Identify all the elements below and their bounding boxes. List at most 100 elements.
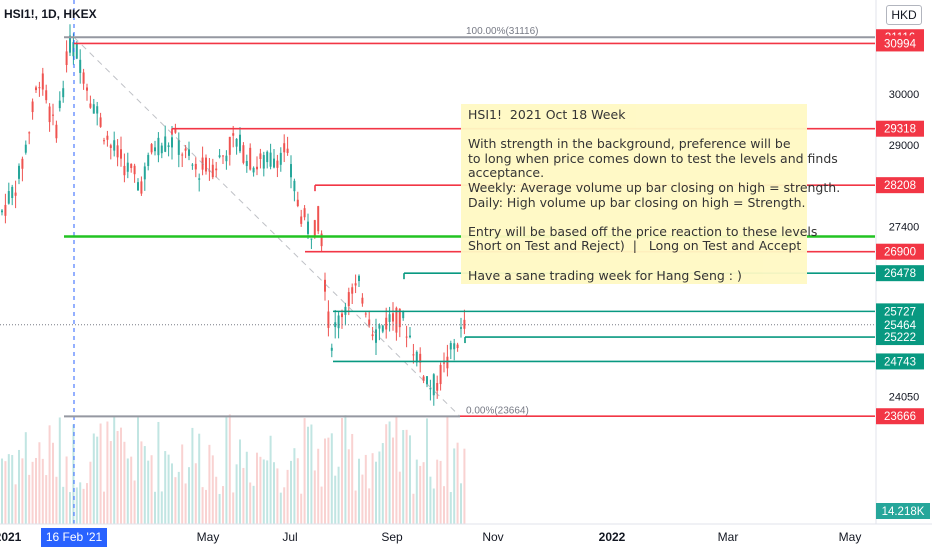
currency-badge[interactable]: HKD bbox=[886, 5, 922, 25]
note-line: Entry will be based off the price reacti… bbox=[468, 223, 818, 239]
volume-bar bbox=[120, 427, 122, 524]
volume-bar bbox=[62, 486, 65, 524]
volume-bar bbox=[337, 466, 340, 524]
volume-bar bbox=[412, 493, 415, 524]
volume-bar bbox=[52, 442, 54, 524]
candle-body bbox=[188, 149, 190, 156]
volume-bar bbox=[273, 462, 275, 524]
volume-bar bbox=[422, 462, 425, 524]
candle-body bbox=[106, 135, 109, 140]
volume-bar bbox=[296, 458, 299, 524]
candle-body bbox=[239, 134, 241, 152]
candle-body bbox=[313, 220, 316, 237]
candle-body bbox=[368, 319, 371, 326]
candle-body bbox=[184, 148, 187, 151]
volume-bar bbox=[198, 433, 201, 524]
volume-bar bbox=[18, 449, 20, 524]
crosshair-date-label: 16 Feb '21 bbox=[41, 528, 107, 547]
candle-body bbox=[48, 106, 51, 123]
y-tick-label: 27400 bbox=[889, 221, 920, 233]
candle-body bbox=[378, 325, 381, 329]
volume-bar bbox=[378, 451, 381, 524]
candle-body bbox=[14, 192, 17, 196]
candle-body bbox=[194, 163, 197, 170]
candle-body bbox=[133, 165, 136, 175]
x-tick-label: May bbox=[197, 530, 220, 544]
volume-bar bbox=[208, 444, 211, 524]
volume-bar bbox=[313, 470, 316, 524]
candle-body bbox=[147, 154, 150, 166]
candle-body bbox=[371, 334, 374, 337]
fib-0-label: 0.00%(23664) bbox=[466, 405, 529, 416]
volume-bar bbox=[290, 460, 292, 524]
volume-bar bbox=[283, 487, 286, 524]
volume-bar bbox=[11, 455, 14, 524]
candle-body bbox=[113, 140, 116, 151]
price-tag-label: 30994 bbox=[884, 38, 917, 50]
candle-body bbox=[242, 145, 245, 163]
volume-bar bbox=[286, 469, 289, 524]
candle-body bbox=[24, 144, 27, 153]
note-line: to long when price comes down to test th… bbox=[468, 150, 838, 166]
volume-bar bbox=[38, 442, 41, 524]
symbol-title[interactable]: HSI1!, 1D, HKEX bbox=[4, 7, 97, 21]
candle-body bbox=[92, 104, 95, 114]
volume-bar bbox=[354, 490, 357, 524]
price-tag-label: 23666 bbox=[884, 411, 916, 423]
volume-bar bbox=[371, 453, 374, 524]
candle-body bbox=[140, 181, 143, 194]
candle-body bbox=[82, 72, 85, 84]
candle-body bbox=[381, 325, 384, 332]
volume-bar bbox=[96, 436, 99, 524]
volume-bar bbox=[157, 421, 160, 524]
volume-bar bbox=[41, 458, 44, 524]
candles bbox=[1, 24, 466, 406]
volume-bar bbox=[215, 476, 218, 524]
volume-bar bbox=[266, 460, 269, 524]
volume-bar bbox=[429, 476, 432, 524]
candle-body bbox=[320, 233, 323, 247]
candle-body bbox=[405, 336, 408, 338]
candle-body bbox=[317, 206, 320, 232]
volume-bar bbox=[320, 486, 323, 524]
candle-body bbox=[347, 292, 350, 307]
volume-bar bbox=[419, 465, 422, 524]
candle-body bbox=[276, 160, 279, 168]
volume-bar bbox=[303, 418, 306, 524]
candle-body bbox=[103, 140, 105, 142]
volume-bar bbox=[177, 471, 180, 524]
candle-body bbox=[395, 307, 398, 333]
volume-bar bbox=[436, 459, 439, 524]
volume-bar bbox=[137, 417, 139, 524]
volume-bar bbox=[398, 471, 401, 524]
volume-bar bbox=[194, 463, 197, 524]
candle-body bbox=[453, 343, 456, 350]
volume-bar bbox=[24, 432, 27, 524]
volume-bar bbox=[106, 421, 109, 524]
candle-body bbox=[79, 59, 82, 73]
candle-body bbox=[262, 155, 265, 169]
volume-bar bbox=[21, 458, 24, 524]
candle-body bbox=[266, 151, 269, 163]
volume-bar bbox=[123, 441, 126, 524]
candle-body bbox=[45, 90, 48, 101]
volume-tag bbox=[876, 503, 930, 519]
analysis-note[interactable]: HSI1! 2021 Oct 18 Week With strength in … bbox=[461, 104, 840, 284]
candle-body bbox=[35, 87, 37, 91]
volume-bar bbox=[116, 431, 119, 524]
fib-trendline bbox=[73, 36, 461, 417]
candle-body bbox=[174, 129, 177, 133]
volume-bar bbox=[45, 475, 48, 524]
candle-body bbox=[307, 221, 309, 234]
candle-body bbox=[157, 137, 160, 156]
volume-bar bbox=[259, 456, 262, 524]
volume-bar bbox=[103, 491, 105, 524]
price-tag bbox=[876, 353, 924, 370]
volume-bar bbox=[456, 442, 459, 524]
volume-bar bbox=[174, 477, 177, 524]
volume-bar bbox=[443, 486, 445, 524]
volume-bar bbox=[361, 474, 364, 524]
volume-bar bbox=[293, 448, 296, 524]
candle-body bbox=[31, 101, 34, 113]
